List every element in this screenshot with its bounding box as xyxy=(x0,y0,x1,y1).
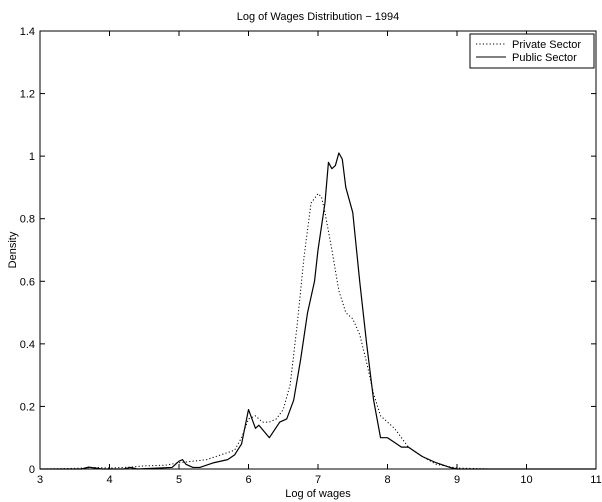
x-tick-label: 4 xyxy=(106,474,112,486)
series-lines xyxy=(39,152,596,470)
x-tick-label: 7 xyxy=(315,474,321,486)
legend-label: Private Sector xyxy=(512,39,581,51)
x-tick-label: 3 xyxy=(37,474,43,486)
x-tick-label: 10 xyxy=(520,474,532,486)
y-tick-label: 0.2 xyxy=(20,401,35,413)
x-tick-label: 11 xyxy=(590,474,601,486)
x-tick-label: 5 xyxy=(176,474,182,486)
y-tick-label: 1.4 xyxy=(20,26,35,38)
y-tick-label: 0.6 xyxy=(20,276,35,288)
x-tick-label: 9 xyxy=(454,474,460,486)
y-tick-label: 1.2 xyxy=(20,89,35,101)
x-tick-label: 8 xyxy=(384,474,390,486)
legend-box xyxy=(469,33,595,69)
series-line-public-sector xyxy=(40,152,596,470)
y-tick-label: 0.4 xyxy=(20,339,35,351)
legend-label: Public Sector xyxy=(512,52,577,64)
x-tick-label: 6 xyxy=(245,474,251,486)
y-axis-label: Density xyxy=(7,231,19,268)
x-axis-label: Log of wages xyxy=(285,488,351,500)
chart-title: Log of Wages Distribution − 1994 xyxy=(237,11,400,23)
ticks: 3 4 5 6 7 8 9 10 11 0 0.2 0.4 0.6 0.8 1 1.2 1.4 xyxy=(20,26,602,486)
y-tick-label: 0.8 xyxy=(20,214,35,226)
series-line-private-sector xyxy=(39,193,596,470)
y-tick-label: 1 xyxy=(29,151,35,163)
y-tick-label: 0 xyxy=(29,464,35,476)
